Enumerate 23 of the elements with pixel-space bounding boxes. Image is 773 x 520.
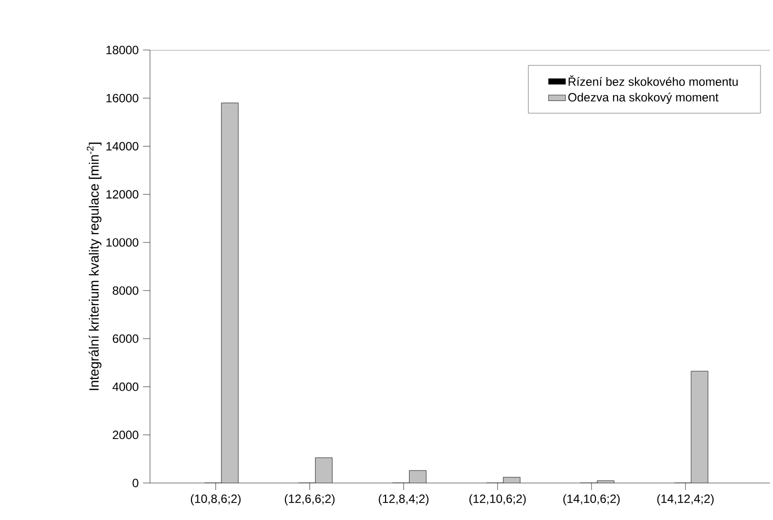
y-tick-label: 0 [132, 478, 138, 488]
x-tick-label: (14,12,4;2) [657, 494, 714, 506]
y-axis-title: Integrální kriterium kvality regulace [min$^{-2}$] [86, 142, 102, 390]
y-tick-label: 8000 [112, 286, 138, 295]
bar [690, 370, 708, 483]
y-tick-label: 6000 [112, 334, 138, 343]
y-tick-label: 16000 [106, 94, 138, 102]
bar [221, 102, 238, 483]
y-tick-label: 4000 [112, 382, 138, 391]
x-tick-label: (12,6,6;2) [284, 494, 335, 506]
bar [315, 458, 332, 483]
y-tick-label: 14000 [106, 142, 138, 150]
legend-label: Odezva na skokový moment [568, 92, 718, 104]
y-tick-label: 18000 [106, 46, 138, 54]
x-tick-label: (12,10,6;2) [469, 494, 526, 506]
legend-label: Řízení bez skokového momentu [568, 75, 738, 86]
y-tick-label: 2000 [112, 430, 138, 440]
x-tick-label: (12,8,4;2) [378, 494, 428, 506]
y-tick-label: 12000 [106, 190, 138, 199]
x-tick-label: (10,8,6;2) [190, 494, 241, 506]
y-tick-label: 10000 [106, 238, 138, 247]
x-tick-label: (14,10,6;2) [563, 494, 620, 506]
bar [409, 470, 426, 483]
